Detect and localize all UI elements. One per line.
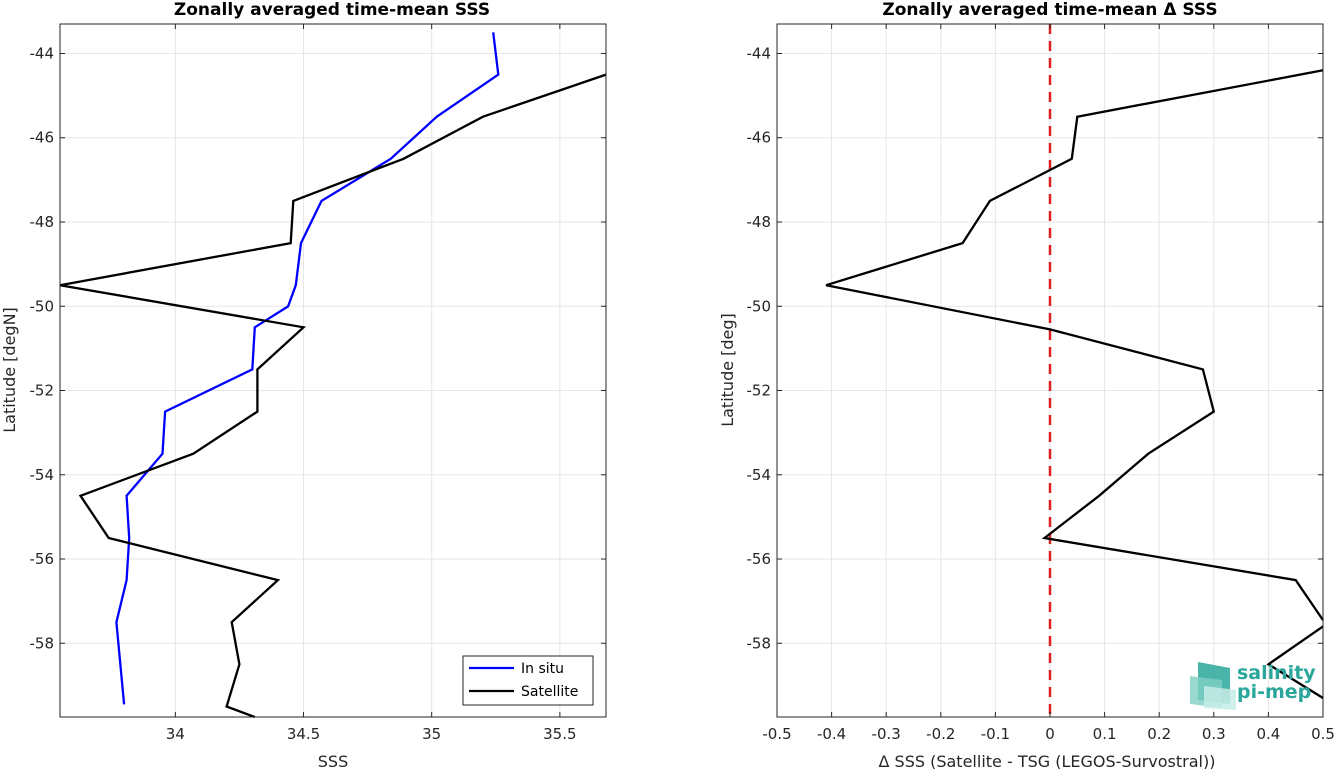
- right-series-delta-sss-segment-0: [825, 69, 1324, 621]
- sss-panel: Zonally averaged time-mean SSS 34 34.5 35 3…: [0, 0, 607, 769]
- right-y-tick-label: -50: [747, 297, 772, 315]
- right-x-tick-label: -0.1: [981, 725, 1010, 743]
- right-x-tick-label: 0.5: [1311, 725, 1335, 743]
- right-x-tick-label: 0: [1045, 725, 1055, 743]
- right-x-tick-label: -0.5: [762, 725, 791, 743]
- salinity-pi-mep-logo: salinity pi-mep: [1190, 662, 1316, 710]
- left-x-tick-label: 34.5: [287, 725, 320, 743]
- right-y-tick-label: -52: [747, 382, 772, 400]
- left-y-tick-label: -48: [30, 213, 55, 231]
- right-y-tick-label: -54: [747, 466, 772, 484]
- left-y-tick-label: -56: [30, 550, 55, 568]
- right-y-tick-label: -56: [747, 550, 772, 568]
- legend: In situ Satellite: [462, 655, 594, 706]
- left-x-tick-label: 35.5: [543, 725, 576, 743]
- right-y-tick-label: -46: [747, 129, 772, 147]
- left-y-axis-label: Latitude [degN]: [0, 307, 19, 433]
- left-axes-frame: [59, 23, 607, 718]
- delta-sss-panel: Zonally averaged time-mean Δ SSS -0.5 -0.…: [718, 0, 1335, 769]
- right-x-tick-label: 0.3: [1202, 725, 1226, 743]
- left-y-tick-label: -54: [30, 466, 55, 484]
- left-series-satellite: [59, 73, 607, 719]
- right-series-delta-sss-segment-1: [1266, 625, 1324, 699]
- left-y-tick-label: -44: [30, 44, 55, 62]
- left-series-in-situ: [115, 32, 500, 705]
- legend-in-situ-label: In situ: [521, 661, 564, 677]
- legend-satellite-label: Satellite: [521, 684, 578, 700]
- left-x-tick-label: 34: [166, 725, 185, 743]
- right-x-tick-label: -0.2: [926, 725, 955, 743]
- left-title: Zonally averaged time-mean SSS: [174, 0, 490, 20]
- right-x-tick-label: -0.4: [817, 725, 846, 743]
- left-y-tick-label: -58: [30, 634, 55, 652]
- right-x-axis-label: Δ SSS (Satellite - TSG (LEGOS-Survostral…: [879, 752, 1216, 769]
- left-x-tick-label: 35: [422, 725, 441, 743]
- right-y-axis-label: Latitude [deg]: [718, 313, 737, 427]
- right-y-tick-label: -44: [747, 44, 772, 62]
- right-x-tick-label: 0.1: [1093, 725, 1117, 743]
- left-y-tick-label: -52: [30, 382, 55, 400]
- left-x-axis-label: SSS: [318, 752, 348, 769]
- left-y-tick-label: -46: [30, 129, 55, 147]
- right-y-tick-label: -58: [747, 634, 772, 652]
- legend-box: [462, 655, 594, 706]
- right-x-tick-label: 0.2: [1147, 725, 1171, 743]
- right-y-tick-label: -48: [747, 213, 772, 231]
- left-y-tick-label: -50: [30, 297, 55, 315]
- logo-line-2: pi-mep: [1237, 681, 1311, 703]
- logo-emblem-icon: [1190, 662, 1236, 710]
- logo-line-1: salinity: [1237, 662, 1316, 684]
- right-title: Zonally averaged time-mean Δ SSS: [882, 0, 1217, 20]
- right-x-tick-label: 0.4: [1256, 725, 1280, 743]
- right-x-tick-label: -0.3: [872, 725, 901, 743]
